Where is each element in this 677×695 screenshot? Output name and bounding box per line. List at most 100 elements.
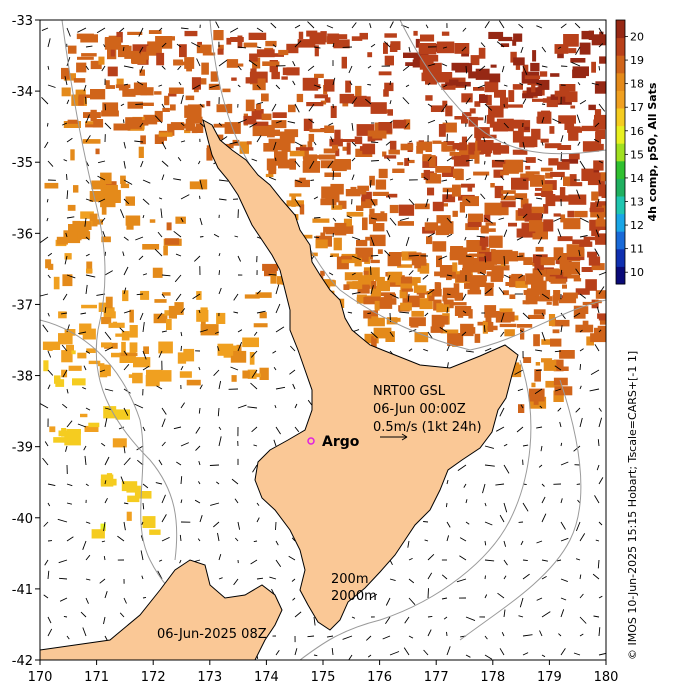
sst-cell bbox=[563, 176, 571, 186]
vector bbox=[118, 426, 125, 430]
sst-cell bbox=[473, 171, 490, 176]
sst-cell bbox=[179, 44, 187, 58]
sst-cell bbox=[469, 108, 476, 114]
sst-cell bbox=[218, 44, 224, 50]
sst-cell bbox=[149, 529, 161, 535]
sst-cell bbox=[535, 362, 541, 366]
sst-cell bbox=[359, 146, 367, 151]
vector bbox=[199, 384, 203, 390]
vector bbox=[103, 556, 106, 561]
sst-cell bbox=[428, 295, 435, 301]
vector bbox=[78, 331, 87, 335]
vector bbox=[47, 369, 54, 376]
vector bbox=[193, 255, 201, 262]
vector bbox=[294, 103, 300, 113]
vector bbox=[541, 312, 545, 317]
vector bbox=[480, 42, 486, 48]
sst-cell bbox=[125, 215, 141, 226]
vector bbox=[573, 652, 581, 656]
vector bbox=[408, 578, 415, 584]
vector bbox=[479, 271, 486, 276]
vector bbox=[104, 103, 107, 111]
sst-cell bbox=[383, 89, 389, 97]
sst-cell bbox=[597, 325, 606, 330]
vector bbox=[386, 230, 391, 238]
scale-arrow bbox=[380, 433, 408, 441]
sst-cell bbox=[436, 315, 449, 325]
vector bbox=[82, 386, 87, 390]
sst-cell bbox=[327, 33, 340, 44]
sst-cell bbox=[499, 323, 517, 328]
sst-cell bbox=[528, 388, 545, 402]
sst-cell bbox=[510, 51, 517, 63]
sst-cell bbox=[126, 221, 134, 230]
sst-cell bbox=[355, 85, 362, 97]
vector bbox=[389, 100, 392, 105]
sst-cell bbox=[540, 138, 549, 143]
vector bbox=[256, 101, 264, 105]
sst-cell bbox=[548, 158, 559, 166]
vector bbox=[197, 538, 201, 542]
vector bbox=[47, 65, 50, 70]
sst-cell bbox=[414, 332, 429, 343]
vector bbox=[85, 284, 88, 295]
sst-cell bbox=[158, 132, 173, 137]
sst-cell bbox=[73, 78, 86, 83]
vector bbox=[342, 635, 353, 640]
sst-cell bbox=[170, 104, 176, 111]
vector bbox=[136, 293, 144, 296]
vector bbox=[123, 457, 131, 466]
sst-cell bbox=[404, 158, 409, 166]
sst-cell bbox=[405, 62, 415, 66]
sst-cell bbox=[449, 152, 462, 156]
sst-cell bbox=[462, 112, 472, 117]
sst-cell bbox=[138, 146, 144, 158]
colorbar-tick-label: 20 bbox=[630, 31, 644, 44]
sst-cell bbox=[226, 59, 239, 68]
sst-cell bbox=[582, 320, 589, 327]
sst-cell bbox=[538, 274, 544, 286]
vector bbox=[351, 157, 356, 162]
sst-cell bbox=[391, 253, 400, 257]
vector bbox=[443, 616, 448, 620]
isobath-2000-label: 2000m bbox=[331, 589, 377, 604]
sst-cell bbox=[543, 219, 554, 232]
sst-cell bbox=[425, 141, 433, 152]
sst-cell bbox=[196, 309, 209, 322]
sst-cell bbox=[89, 191, 107, 202]
sst-cell bbox=[522, 204, 530, 217]
vector bbox=[573, 445, 581, 452]
vector bbox=[579, 385, 582, 390]
vector bbox=[210, 502, 220, 506]
sst-cell bbox=[106, 473, 113, 482]
sst-cell bbox=[398, 204, 415, 216]
sst-cell bbox=[363, 267, 380, 278]
sst-cell bbox=[363, 270, 369, 275]
vector bbox=[66, 483, 73, 487]
sst-cell bbox=[440, 329, 459, 334]
vector bbox=[142, 322, 145, 333]
vector bbox=[520, 329, 524, 333]
sst-cell bbox=[289, 150, 305, 157]
lon-axis: 170 171 172 173 174 175 176 177 178 179 180 bbox=[28, 660, 618, 685]
vector bbox=[66, 216, 75, 219]
vector bbox=[218, 577, 223, 580]
sst-cell bbox=[392, 168, 405, 173]
sst-cell bbox=[460, 323, 474, 337]
sst-cell bbox=[86, 268, 93, 274]
vector bbox=[102, 231, 106, 238]
vector bbox=[445, 119, 448, 124]
vector bbox=[503, 103, 505, 108]
vector bbox=[66, 536, 74, 542]
vector bbox=[462, 27, 467, 32]
sst-cell bbox=[488, 105, 504, 118]
sst-cell bbox=[411, 310, 424, 317]
sst-cell bbox=[58, 430, 69, 437]
sst-cell bbox=[500, 195, 516, 201]
sst-cell bbox=[357, 284, 370, 294]
vector bbox=[484, 217, 493, 224]
vector bbox=[313, 217, 321, 219]
sst-cell bbox=[458, 254, 474, 265]
sst-cell bbox=[468, 253, 485, 257]
sst-cell bbox=[389, 204, 399, 214]
